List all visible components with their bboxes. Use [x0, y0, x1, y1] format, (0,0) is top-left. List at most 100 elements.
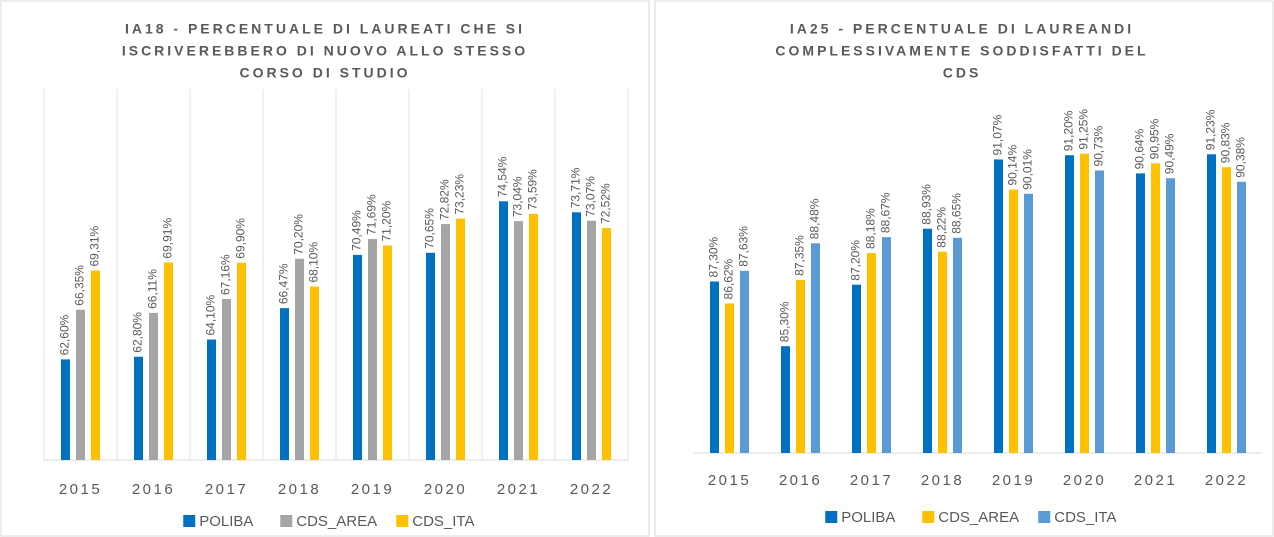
data-label: 73,59% [526, 169, 540, 210]
data-label: 91,07% [991, 114, 1005, 155]
bar [441, 224, 450, 460]
bar [222, 299, 231, 460]
data-label: 87,63% [737, 226, 751, 267]
data-label: 86,62% [722, 258, 736, 299]
data-label: 62,80% [131, 312, 145, 353]
bar [76, 309, 85, 460]
x-tick-label: 2018 [921, 472, 964, 489]
data-label: 70,65% [423, 208, 437, 249]
x-tick-label: 2019 [992, 472, 1035, 489]
data-label: 69,91% [161, 218, 175, 259]
data-label: 87,20% [849, 240, 863, 281]
data-label: 73,71% [569, 167, 583, 208]
legend-label: CDS_ITA [412, 513, 474, 530]
data-label: 87,35% [793, 235, 807, 276]
data-label: 74,54% [496, 156, 510, 197]
bar [207, 339, 216, 460]
x-tick-label: 2022 [570, 481, 613, 498]
data-label: 90,01% [1021, 149, 1035, 190]
chart-title: IA18 - PERCENTUALE DI LAUREATI CHE SI [125, 21, 525, 37]
data-label: 90,38% [1234, 137, 1248, 178]
chart-title: COMPLESSIVAMENTE SODDISFATTI DEL [775, 43, 1148, 59]
x-tick-label: 2019 [351, 481, 394, 498]
data-label: 88,48% [808, 198, 822, 239]
data-label: 90,14% [1006, 145, 1020, 186]
bar [852, 284, 861, 453]
chart-title: IA25 - PERCENTUALE DI LAUREANDI [790, 21, 1134, 37]
chart-title: CDS [943, 65, 982, 81]
data-label: 88,18% [864, 208, 878, 249]
bar [1024, 193, 1033, 453]
bar [514, 221, 523, 460]
bar [353, 254, 362, 460]
data-label: 90,73% [1092, 125, 1106, 166]
bar [1237, 181, 1246, 453]
legend-swatch [396, 515, 409, 527]
data-label: 71,69% [365, 194, 379, 235]
data-label: 85,30% [778, 301, 792, 342]
bar [310, 286, 319, 460]
legend-swatch [280, 515, 293, 527]
data-label: 64,10% [204, 294, 218, 335]
data-label: 91,25% [1077, 109, 1091, 150]
x-tick-label: 2022 [1205, 472, 1248, 489]
bar [1222, 167, 1231, 453]
data-label: 90,64% [1133, 128, 1147, 169]
bar [237, 262, 246, 460]
x-tick-label: 2017 [850, 472, 893, 489]
bar [1095, 170, 1104, 453]
x-tick-label: 2017 [205, 481, 248, 498]
bar [725, 303, 734, 453]
data-label: 67,16% [219, 254, 233, 295]
bar [882, 237, 891, 453]
bar [1151, 163, 1160, 453]
x-tick-label: 2021 [1134, 472, 1177, 489]
bar [781, 346, 790, 453]
bar [796, 279, 805, 453]
bar [1065, 155, 1074, 453]
bar [61, 359, 70, 460]
x-tick-label: 2018 [278, 481, 321, 498]
x-tick-label: 2021 [497, 481, 540, 498]
x-tick-label: 2015 [59, 481, 102, 498]
bar [149, 312, 158, 460]
bar [280, 308, 289, 460]
data-label: 90,95% [1148, 118, 1162, 159]
data-label: 88,67% [879, 192, 893, 233]
bar [1166, 178, 1175, 453]
legend-swatch [183, 515, 196, 527]
data-label: 66,11% [146, 269, 160, 309]
data-label: 91,23% [1204, 109, 1218, 150]
x-tick-label: 2015 [708, 472, 751, 489]
legend-label: POLIBA [199, 513, 253, 530]
bar [499, 201, 508, 460]
data-label: 66,47% [277, 263, 291, 304]
bar [710, 281, 719, 453]
bar [994, 159, 1003, 453]
bar [867, 252, 876, 453]
bar [1207, 154, 1216, 453]
bar [811, 243, 820, 453]
data-label: 73,07% [584, 176, 598, 217]
x-tick-label: 2020 [1063, 472, 1106, 489]
data-label: 90,49% [1163, 133, 1177, 174]
x-tick-label: 2016 [779, 472, 822, 489]
bar [456, 218, 465, 460]
legend-swatch [1038, 511, 1051, 523]
bar [426, 252, 435, 460]
legend-label: CDS_AREA [296, 513, 377, 530]
bar [953, 237, 962, 453]
data-label: 72,52% [599, 183, 613, 224]
bar [938, 251, 947, 453]
data-label: 88,65% [950, 193, 964, 234]
bar [602, 228, 611, 460]
bar [1136, 173, 1145, 454]
bar [91, 270, 100, 460]
data-label: 69,31% [88, 226, 102, 267]
legend-swatch [922, 511, 935, 523]
data-label: 71,20% [380, 200, 394, 241]
bar [740, 270, 749, 453]
legend-swatch [825, 511, 838, 523]
chart-title: ISCRIVEREBBERO DI NUOVO ALLO STESSO [122, 43, 528, 59]
